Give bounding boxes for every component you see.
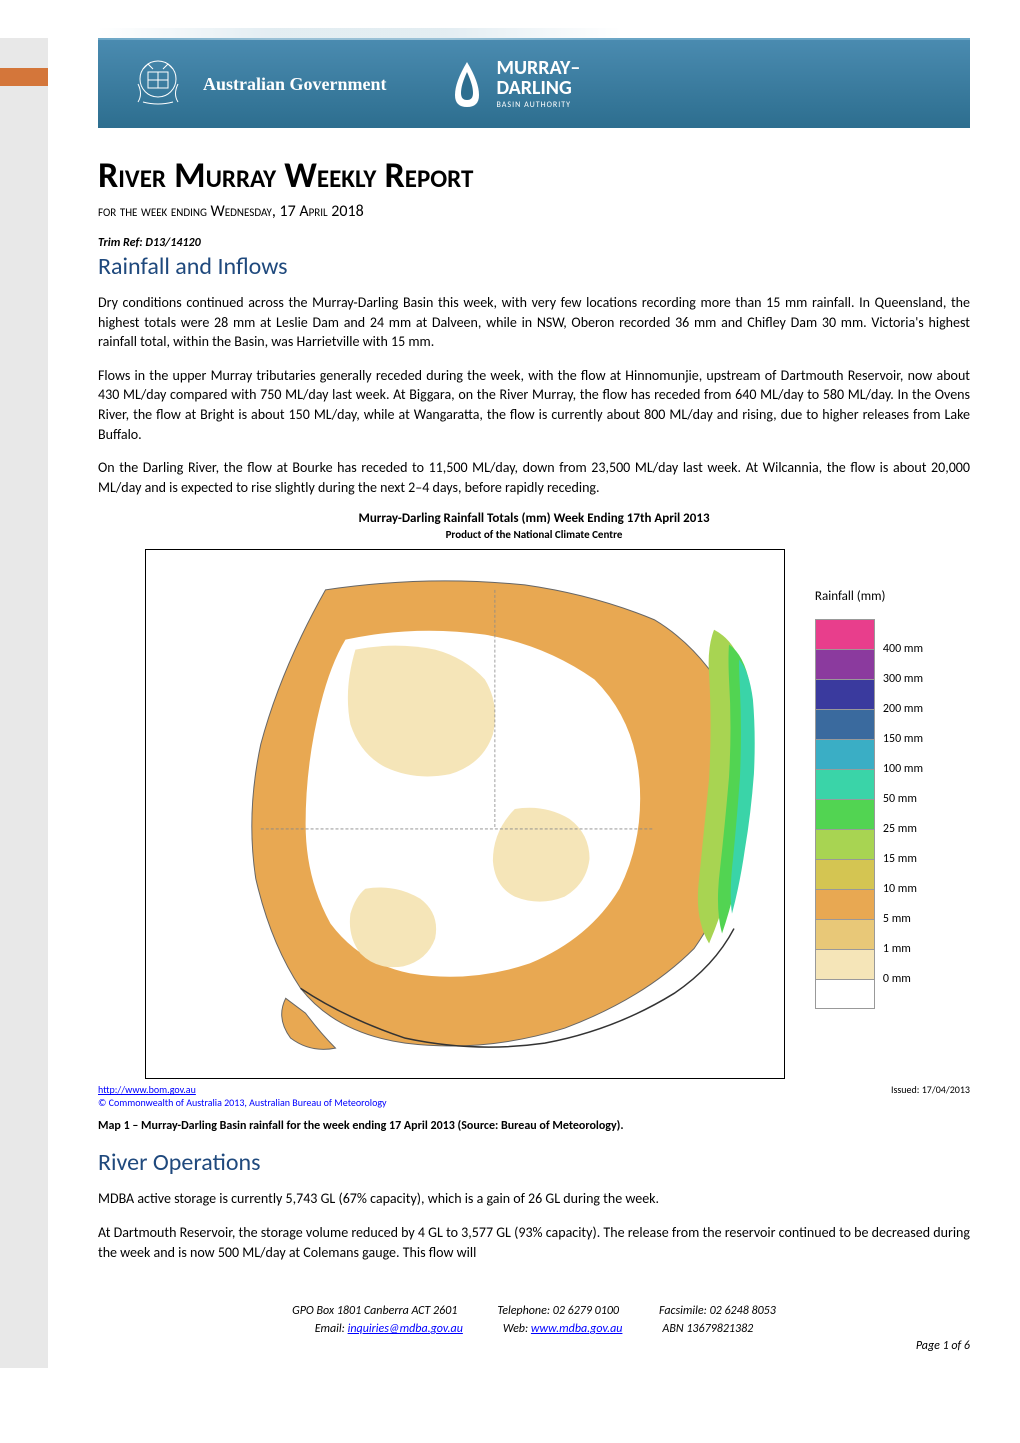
legend-row: 0 mm: [815, 979, 923, 1009]
section1-p1: Dry conditions continued across the Murr…: [98, 293, 970, 352]
legend-label: 25 mm: [883, 822, 917, 836]
map-subtitle: Product of the National Climate Centre: [98, 528, 970, 541]
footer-address: GPO Box 1801 Canberra ACT 2601: [292, 1302, 457, 1320]
map-issued: Issued: 17/04/2013: [891, 1083, 970, 1109]
footer-abn: ABN 13679821382: [662, 1320, 753, 1338]
map-title: Murray-Darling Rainfall Totals (mm) Week…: [98, 511, 970, 526]
legend-label: 15 mm: [883, 852, 917, 866]
page-footer: GPO Box 1801 Canberra ACT 2601 Telephone…: [98, 1302, 970, 1338]
legend-label: 50 mm: [883, 792, 917, 806]
legend-color-swatch: [815, 949, 875, 979]
section1-heading: Rainfall and Inflows: [98, 252, 970, 281]
page-number: Page 1 of 6: [916, 1339, 970, 1353]
page-subtitle: for the week ending Wednesday, 17 April …: [98, 202, 970, 221]
mdba-logo: MURRAY– DARLING BASIN AUTHORITY: [447, 57, 581, 112]
section1-p2: Flows in the upper Murray tributaries ge…: [98, 366, 970, 444]
orange-tab: [0, 68, 48, 86]
rainfall-map: [145, 549, 785, 1079]
legend-color-swatch: [815, 619, 875, 649]
map-container: Murray-Darling Rainfall Totals (mm) Week…: [98, 511, 970, 1133]
legend-color-swatch: [815, 919, 875, 949]
legend-label: 0 mm: [883, 972, 911, 986]
water-drop-icon: [447, 57, 487, 112]
header-banner: Australian Government MURRAY– DARLING BA…: [98, 38, 970, 128]
section2-heading: River Operations: [98, 1148, 970, 1177]
trim-ref: Trim Ref: D13/14120: [98, 236, 970, 250]
mdba-main-text: MURRAY–: [497, 58, 581, 78]
legend-color-swatch: [815, 799, 875, 829]
legend-label: 1 mm: [883, 942, 911, 956]
legend-label: 5 mm: [883, 912, 911, 926]
legend-label: 300 mm: [883, 672, 923, 686]
legend-label: 200 mm: [883, 702, 923, 716]
legend-color-swatch: [815, 709, 875, 739]
section2-p1: MDBA active storage is currently 5,743 G…: [98, 1189, 970, 1209]
coat-of-arms-icon: [128, 54, 188, 114]
legend-color-swatch: [815, 679, 875, 709]
map-caption: Map 1 – Murray-Darling Basin rainfall fo…: [98, 1119, 970, 1133]
footer-phone: Telephone: 02 6279 0100: [497, 1302, 619, 1320]
legend-label: 100 mm: [883, 762, 923, 776]
legend-label: 400 mm: [883, 642, 923, 656]
mdba-sub1-text: DARLING: [497, 78, 581, 98]
legend-color-swatch: [815, 739, 875, 769]
legend-label: 150 mm: [883, 732, 923, 746]
legend-color-swatch: [815, 769, 875, 799]
footer-web-link[interactable]: www.mdba.gov.au: [531, 1322, 623, 1336]
mdba-sub2-text: BASIN AUTHORITY: [497, 100, 581, 110]
section1-p3: On the Darling River, the flow at Bourke…: [98, 458, 970, 497]
legend-color-swatch: [815, 859, 875, 889]
legend-color-swatch: [815, 889, 875, 919]
footer-email-link[interactable]: inquiries@mdba.gov.au: [348, 1322, 463, 1336]
aus-gov-label: Australian Government: [203, 74, 387, 95]
legend-label: 10 mm: [883, 882, 917, 896]
legend-color-swatch: [815, 649, 875, 679]
footer-web-label: Web:: [503, 1322, 531, 1336]
legend-color-swatch: [815, 979, 875, 1009]
map-copyright: © Commonwealth of Australia 2013, Austra…: [98, 1096, 387, 1109]
footer-fax: Facsimile: 02 6248 8053: [659, 1302, 776, 1320]
legend-title: Rainfall (mm): [815, 589, 923, 604]
legend-color-swatch: [815, 829, 875, 859]
page-title: River Murray Weekly Report: [98, 153, 970, 197]
map-legend: Rainfall (mm) 400 mm 300 mm 200 mm 150 mm 10…: [815, 589, 923, 1009]
left-margin-bar: [0, 38, 48, 1368]
footer-email-label: Email:: [315, 1322, 348, 1336]
map-source-link[interactable]: http://www.bom.gov.au: [98, 1083, 196, 1096]
section2-p2: At Dartmouth Reservoir, the storage volu…: [98, 1223, 970, 1262]
